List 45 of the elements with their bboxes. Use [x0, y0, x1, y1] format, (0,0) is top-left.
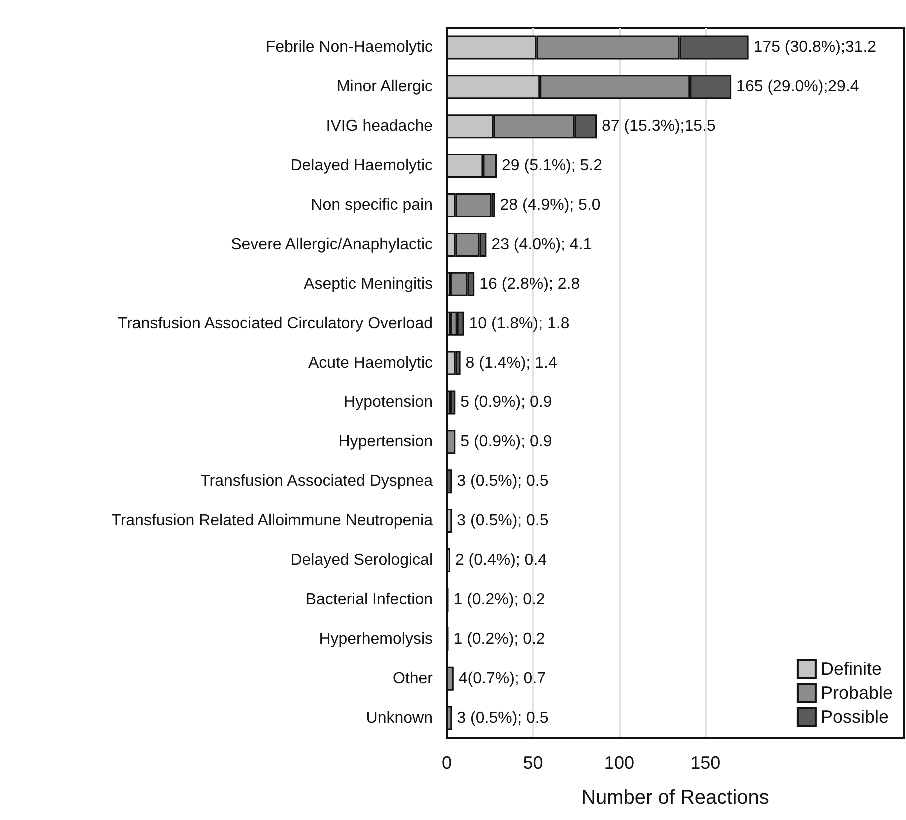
y-tick-label: Delayed Serological — [290, 552, 433, 569]
legend-label: Definite — [820, 659, 882, 679]
total-label: 23 (4.0%); 4.1 — [492, 236, 592, 254]
total-label: 3 (0.5%); 0.5 — [457, 710, 549, 727]
total-label: 16 (2.8%); 2.8 — [480, 276, 580, 293]
y-tick-label: Transfusion Associated Circulatory Overload — [118, 315, 433, 332]
x-tick-label: 150 — [690, 753, 721, 773]
x-tick-label: 0 — [442, 753, 452, 773]
total-label: 28 (4.9%); 5.0 — [500, 197, 601, 214]
total-label: 165 (29.0%);29.4 — [736, 78, 860, 96]
y-tick-label: Transfusion Related Alloimmune Neutropenia — [112, 512, 434, 530]
total-label: 1 (0.2%); 0.2 — [454, 591, 546, 608]
total-label: 5 (0.9%); 0.9 — [460, 394, 552, 412]
legend-label: Probable — [820, 683, 894, 703]
y-tick-label: Transfusion Associated Dyspnea — [200, 473, 434, 490]
y-tick-label: Bacterial Infection — [306, 591, 433, 608]
total-label: 8 (1.4%); 1.4 — [466, 354, 558, 372]
y-tick-label: Severe Allergic/Anaphylactic — [231, 236, 433, 254]
total-label: 29 (5.1%); 5.2 — [502, 158, 603, 175]
y-tick-label: Acute Haemolytic — [308, 354, 433, 372]
y-tick-label: Delayed Haemolytic — [290, 158, 433, 175]
total-label: 175 (30.8%);31.2 — [754, 39, 877, 56]
x-tick-label: 50 — [523, 753, 544, 773]
y-tick-label: Unknown — [366, 710, 433, 727]
total-label: 5 (0.9%); 0.9 — [460, 434, 552, 451]
total-label: 87 (15.3%);15.5 — [602, 118, 716, 136]
y-tick-label: Hypertension — [338, 434, 433, 451]
y-tick-label: Aseptic Meningitis — [304, 276, 433, 293]
y-tick-label: Minor Allergic — [336, 78, 433, 96]
y-tick-label: Non specific pain — [311, 197, 433, 214]
x-tick-label: 100 — [604, 753, 634, 773]
total-label: 3 (0.5%); 0.5 — [457, 512, 549, 530]
y-tick-label: Hyperhemolysis — [319, 630, 433, 648]
y-tick-label: Hypotension — [344, 394, 433, 412]
y-tick-label: Febrile Non-Haemolytic — [266, 39, 433, 56]
total-label: 4(0.7%); 0.7 — [458, 670, 546, 688]
total-label: 1 (0.2%); 0.2 — [454, 630, 546, 648]
y-tick-label: Other — [392, 670, 434, 688]
total-label: 3 (0.5%); 0.5 — [457, 473, 549, 490]
legend-label: Possible — [820, 707, 889, 727]
y-tick-label: IVIG headache — [326, 118, 434, 136]
bar — [450, 390, 456, 415]
total-label: 10 (1.8%); 1.8 — [469, 315, 570, 332]
x-axis-title: Number of Reactions — [582, 787, 770, 809]
total-label: 2 (0.4%); 0.4 — [455, 552, 548, 569]
